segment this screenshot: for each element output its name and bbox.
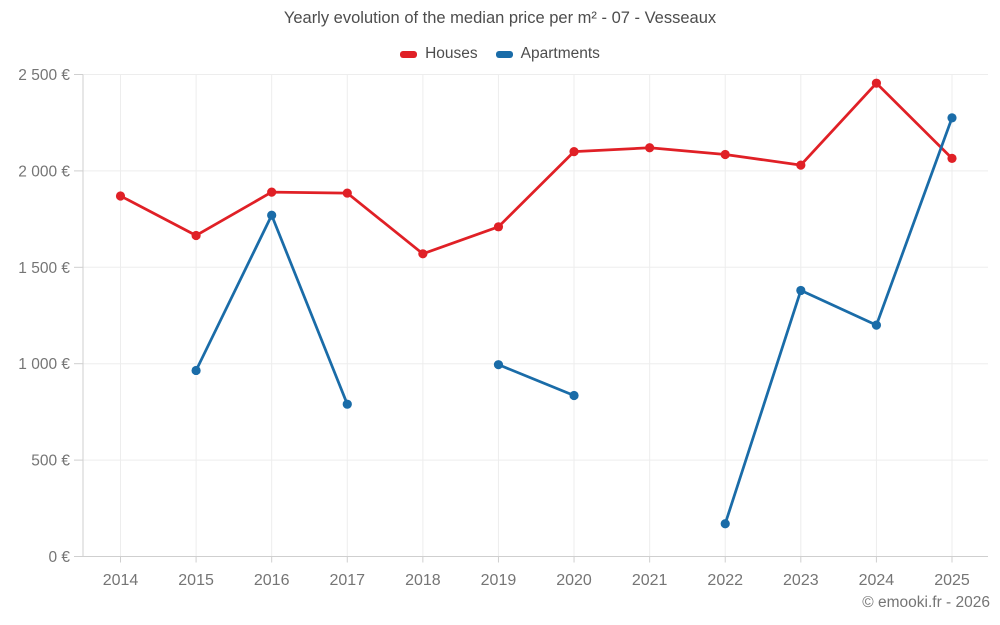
y-tick-label: 2 500 €	[18, 67, 70, 84]
x-tick-label: 2014	[103, 572, 139, 589]
y-tick-label: 1 500 €	[18, 260, 70, 277]
apartments-line	[497, 363, 576, 397]
houses-point-2016[interactable]	[267, 187, 277, 197]
apartments-legend-swatch-icon	[495, 50, 513, 58]
x-tick-label: 2016	[254, 572, 290, 589]
apartments-point-2025[interactable]	[947, 113, 957, 123]
houses-legend-swatch-icon	[400, 50, 418, 58]
houses-point-2025[interactable]	[947, 153, 957, 163]
apartments-point-2019[interactable]	[493, 360, 504, 370]
copyright-caption: © emooki.fr - 2026	[862, 594, 990, 611]
apartments-point-2016[interactable]	[267, 210, 277, 220]
apartments-point-2017[interactable]	[342, 399, 352, 409]
houses-legend-label: Houses	[425, 45, 478, 62]
apartments-point-2015[interactable]	[191, 365, 201, 376]
x-tick-label: 2021	[632, 572, 668, 589]
x-tick-label: 2023	[783, 572, 819, 589]
y-tick-label: 2 000 €	[18, 163, 70, 180]
x-tick-label: 2020	[556, 572, 592, 589]
legend-item-houses[interactable]: Houses	[400, 45, 478, 63]
apartments-line	[723, 116, 954, 526]
chart-legend: Houses Apartments	[0, 45, 1000, 63]
y-tick-label: 1 000 €	[18, 356, 70, 373]
houses-point-2015[interactable]	[191, 230, 201, 241]
apartments-point-2020[interactable]	[569, 390, 579, 401]
apartments-point-2023[interactable]	[796, 285, 806, 296]
x-tick-label: 2022	[707, 572, 743, 589]
x-tick-label: 2024	[859, 572, 895, 589]
chart-title: Yearly evolution of the median price per…	[283, 9, 717, 27]
x-tick-label: 2025	[934, 572, 970, 589]
houses-point-2023[interactable]	[796, 160, 806, 170]
houses-point-2018[interactable]	[418, 249, 428, 259]
houses-point-2021[interactable]	[645, 143, 655, 153]
houses-line	[119, 81, 954, 256]
houses-point-2017[interactable]	[342, 188, 352, 198]
legend-item-apartments[interactable]: Apartments	[495, 45, 600, 63]
y-tick-label: 500 €	[31, 453, 70, 470]
houses-point-2014[interactable]	[115, 191, 126, 201]
houses-point-2024[interactable]	[871, 78, 882, 88]
x-tick-label: 2019	[481, 572, 517, 589]
apartments-point-2024[interactable]	[871, 320, 882, 330]
apartments-point-2022[interactable]	[720, 519, 730, 529]
apartments-legend-label: Apartments	[520, 45, 600, 62]
houses-point-2020[interactable]	[569, 147, 579, 157]
houses-point-2019[interactable]	[493, 222, 504, 232]
x-tick-label: 2018	[405, 572, 441, 589]
y-tick-label: 0 €	[48, 549, 70, 566]
x-tick-label: 2015	[178, 572, 214, 589]
x-tick-label: 2017	[329, 572, 365, 589]
houses-point-2022[interactable]	[720, 149, 730, 160]
